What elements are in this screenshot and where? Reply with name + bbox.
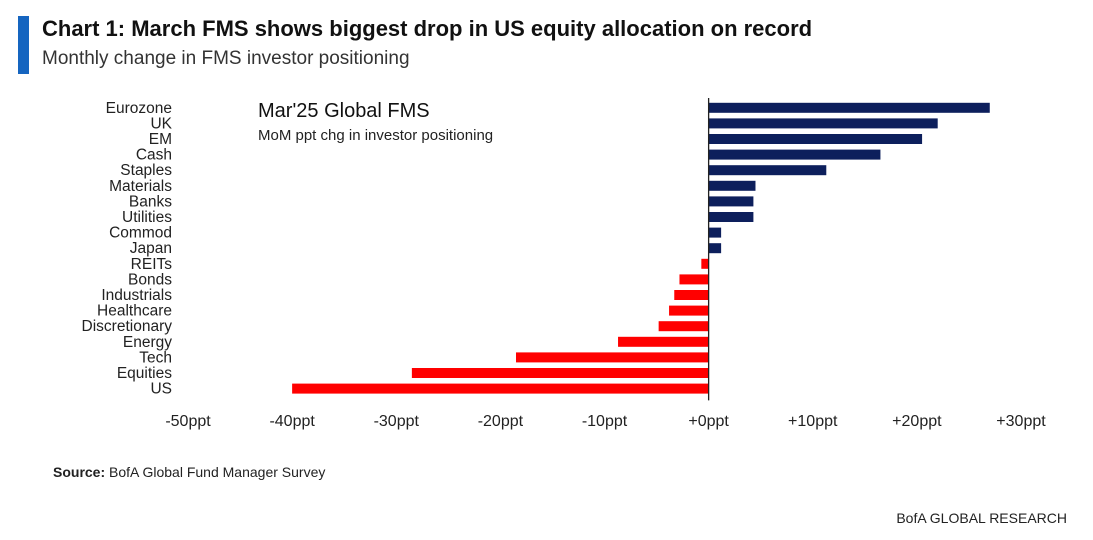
chart-title: Chart 1: March FMS shows biggest drop in… xyxy=(42,16,813,41)
inset-subtitle: MoM ppt chg in investor positioning xyxy=(258,127,494,144)
x-tick-label: -40ppt xyxy=(269,413,315,430)
bar-japan xyxy=(708,243,722,254)
x-tick-label: -10ppt xyxy=(582,413,628,430)
bar-us xyxy=(292,383,709,394)
bar-tech xyxy=(515,352,709,363)
bar-energy xyxy=(618,336,709,347)
x-tick-label: -50ppt xyxy=(165,413,211,430)
source-label: Source: xyxy=(53,464,106,480)
category-label: EM xyxy=(149,131,172,148)
bar-reits xyxy=(701,258,709,269)
category-label: Commod xyxy=(109,225,172,242)
brand-label: BofA GLOBAL RESEARCH xyxy=(896,510,1067,526)
category-label: Energy xyxy=(123,334,172,351)
category-label: US xyxy=(150,381,172,398)
bar-bonds xyxy=(679,274,709,285)
category-label: Tech xyxy=(139,349,172,366)
bar-equities xyxy=(411,368,709,378)
category-label: Discretionary xyxy=(82,318,173,335)
title-accent-bar xyxy=(18,16,29,74)
category-label: Japan xyxy=(130,240,172,257)
bar-industrials xyxy=(674,290,709,300)
x-tick-label: +30ppt xyxy=(996,413,1046,430)
category-label: Bonds xyxy=(128,271,172,288)
source-text: BofA Global Fund Manager Survey xyxy=(105,464,326,480)
source-note: Source: BofA Global Fund Manager Survey xyxy=(53,464,325,480)
x-tick-label: -20ppt xyxy=(478,413,524,430)
x-tick-label: -30ppt xyxy=(374,413,420,430)
bar-banks xyxy=(708,196,754,207)
category-label: UK xyxy=(150,115,172,132)
x-tick-label: +20ppt xyxy=(892,413,942,430)
x-tick-label: +10ppt xyxy=(788,413,838,430)
category-label: Banks xyxy=(129,193,172,210)
bar-em xyxy=(708,134,923,144)
bar-discretionary xyxy=(658,321,709,332)
category-label: Healthcare xyxy=(97,303,172,320)
chart-subtitle: Monthly change in FMS investor positioni… xyxy=(42,48,410,69)
category-label: Staples xyxy=(120,162,172,179)
category-label: REITs xyxy=(131,256,173,273)
bar-eurozone xyxy=(708,102,990,113)
category-label: Eurozone xyxy=(106,100,172,117)
bar-cash xyxy=(708,149,881,160)
category-label: Utilities xyxy=(122,209,172,226)
bar-commod xyxy=(708,227,722,238)
x-tick-label: +0ppt xyxy=(688,413,729,430)
inset-title: Mar'25 Global FMS xyxy=(258,100,430,122)
category-label: Cash xyxy=(136,147,172,164)
bar-staples xyxy=(708,165,827,176)
bar-utilities xyxy=(708,212,754,222)
bar-materials xyxy=(708,180,756,191)
bar-uk xyxy=(708,118,938,129)
category-label: Industrials xyxy=(101,287,172,304)
bar-healthcare xyxy=(669,305,709,316)
category-label: Materials xyxy=(109,178,172,195)
category-label: Equities xyxy=(117,365,172,382)
